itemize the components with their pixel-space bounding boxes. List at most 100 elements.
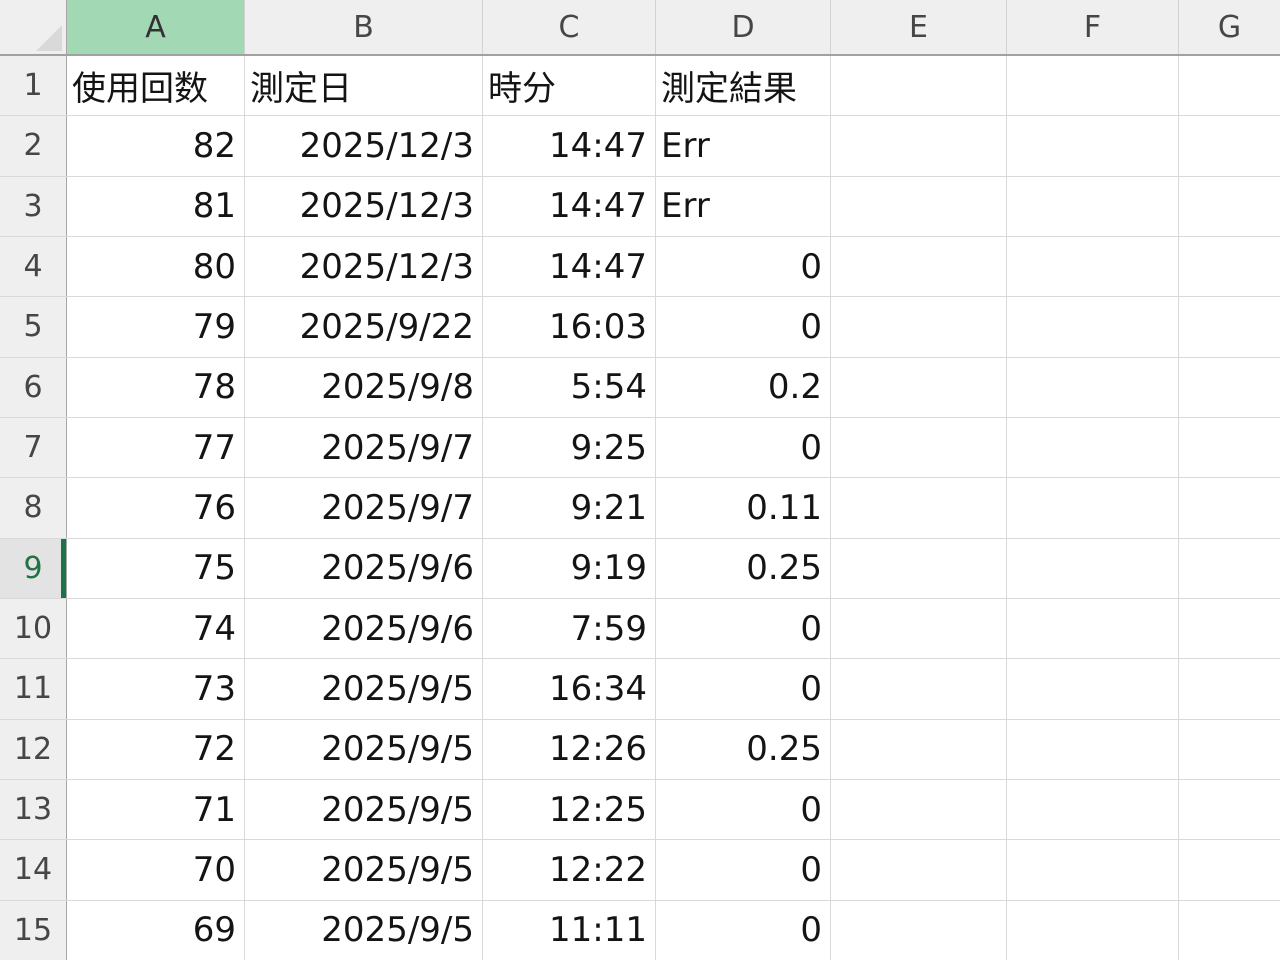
- cell[interactable]: [1007, 176, 1179, 236]
- cell[interactable]: [1007, 116, 1179, 176]
- column-header[interactable]: E: [831, 0, 1007, 54]
- row-header[interactable]: 13: [0, 779, 67, 840]
- cell[interactable]: [831, 56, 1007, 116]
- cell[interactable]: 12:26: [483, 719, 656, 779]
- cell[interactable]: 使用回数: [67, 56, 245, 116]
- cell[interactable]: 時分: [483, 56, 656, 116]
- cell[interactable]: 0: [656, 417, 831, 478]
- cell[interactable]: [1007, 900, 1179, 960]
- row-header[interactable]: 6: [0, 357, 67, 417]
- cell[interactable]: 0: [656, 779, 831, 840]
- cell[interactable]: 80: [67, 236, 245, 297]
- cell[interactable]: 0: [656, 659, 831, 719]
- cell[interactable]: 0.2: [656, 357, 831, 417]
- cell[interactable]: [831, 659, 1007, 719]
- cell[interactable]: 78: [67, 357, 245, 417]
- cell[interactable]: [1007, 840, 1179, 900]
- cell[interactable]: [1179, 297, 1280, 356]
- cell[interactable]: [1007, 357, 1179, 417]
- cell[interactable]: 70: [67, 840, 245, 900]
- cell[interactable]: [1007, 236, 1179, 297]
- row-header[interactable]: 7: [0, 417, 67, 478]
- cell[interactable]: 0: [656, 900, 831, 960]
- cell[interactable]: [1007, 779, 1179, 840]
- cell[interactable]: 71: [67, 779, 245, 840]
- cell[interactable]: 0: [656, 297, 831, 357]
- cell[interactable]: [1179, 840, 1280, 899]
- cell[interactable]: [1179, 177, 1280, 236]
- row-header[interactable]: 14: [0, 840, 67, 900]
- column-header[interactable]: C: [483, 0, 656, 54]
- column-header[interactable]: G: [1179, 0, 1280, 54]
- cell[interactable]: [1007, 538, 1179, 598]
- cell[interactable]: [831, 598, 1007, 659]
- cell[interactable]: 9:19: [483, 538, 656, 598]
- select-all-corner[interactable]: [0, 0, 67, 54]
- cell[interactable]: 72: [67, 719, 245, 779]
- cell[interactable]: 16:34: [483, 659, 656, 719]
- cell[interactable]: 2025/9/5: [245, 659, 483, 719]
- row-header[interactable]: 2: [0, 116, 67, 176]
- cell[interactable]: [1179, 358, 1280, 417]
- cell[interactable]: 2025/12/3: [245, 176, 483, 236]
- cell[interactable]: [1179, 901, 1280, 960]
- row-header[interactable]: 8: [0, 478, 67, 538]
- cell[interactable]: 2025/9/5: [245, 900, 483, 960]
- cell[interactable]: [1007, 297, 1179, 357]
- cell[interactable]: 2025/12/3: [245, 236, 483, 297]
- cell[interactable]: 測定日: [245, 56, 483, 116]
- cell[interactable]: [1007, 659, 1179, 719]
- cell[interactable]: 14:47: [483, 116, 656, 176]
- cell[interactable]: 7:59: [483, 598, 656, 659]
- cell[interactable]: 11:11: [483, 900, 656, 960]
- column-header[interactable]: D: [656, 0, 831, 54]
- cell[interactable]: [831, 779, 1007, 840]
- cell[interactable]: 76: [67, 478, 245, 538]
- cell[interactable]: 73: [67, 659, 245, 719]
- cell[interactable]: [1007, 478, 1179, 538]
- cell[interactable]: [1007, 56, 1179, 116]
- cell[interactable]: 69: [67, 900, 245, 960]
- cell[interactable]: Err: [656, 176, 831, 236]
- cell[interactable]: Err: [656, 116, 831, 176]
- cell[interactable]: 0.11: [656, 478, 831, 538]
- cell[interactable]: 0.25: [656, 719, 831, 779]
- cell[interactable]: 79: [67, 297, 245, 357]
- cell[interactable]: 2025/9/5: [245, 840, 483, 900]
- cell[interactable]: [831, 478, 1007, 538]
- row-header[interactable]: 15: [0, 900, 67, 960]
- cell[interactable]: [1007, 417, 1179, 478]
- column-header[interactable]: F: [1007, 0, 1179, 54]
- cell[interactable]: 16:03: [483, 297, 656, 357]
- cell[interactable]: [831, 719, 1007, 779]
- cell[interactable]: 9:25: [483, 417, 656, 478]
- cell[interactable]: [831, 236, 1007, 297]
- cell[interactable]: [1179, 780, 1280, 839]
- cell[interactable]: 2025/9/6: [245, 538, 483, 598]
- cell[interactable]: 2025/9/5: [245, 779, 483, 840]
- cell[interactable]: 9:21: [483, 478, 656, 538]
- cell[interactable]: [1007, 598, 1179, 659]
- cell[interactable]: 12:22: [483, 840, 656, 900]
- cell[interactable]: [831, 357, 1007, 417]
- cell[interactable]: 14:47: [483, 236, 656, 297]
- cell[interactable]: 5:54: [483, 357, 656, 417]
- cell[interactable]: 2025/9/6: [245, 598, 483, 659]
- cell[interactable]: [1179, 418, 1280, 477]
- cell[interactable]: 2025/9/22: [245, 297, 483, 357]
- cell[interactable]: 2025/12/3: [245, 116, 483, 176]
- cell[interactable]: [831, 900, 1007, 960]
- cell[interactable]: 2025/9/5: [245, 719, 483, 779]
- cell[interactable]: [831, 538, 1007, 598]
- cell[interactable]: 測定結果: [656, 56, 831, 116]
- cell[interactable]: [1179, 478, 1280, 537]
- cell[interactable]: [1179, 659, 1280, 718]
- cell[interactable]: 0: [656, 840, 831, 900]
- cell[interactable]: [1179, 56, 1280, 115]
- column-header[interactable]: B: [245, 0, 483, 54]
- row-header[interactable]: 10: [0, 598, 67, 659]
- cell[interactable]: [831, 840, 1007, 900]
- cell[interactable]: 81: [67, 176, 245, 236]
- cell[interactable]: 75: [67, 538, 245, 598]
- cell[interactable]: [1179, 720, 1280, 779]
